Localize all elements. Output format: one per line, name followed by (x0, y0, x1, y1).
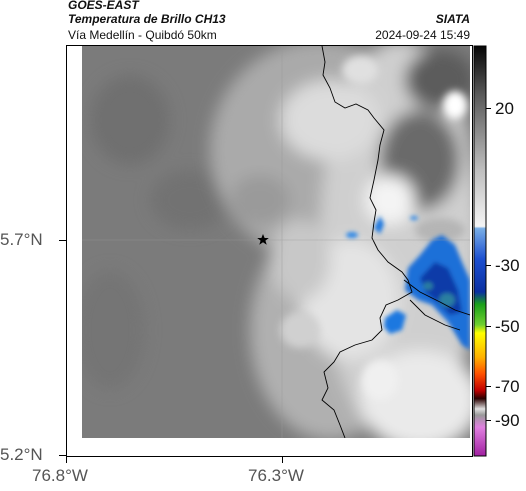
cloud-detail (280, 56, 467, 400)
colorbar-tick-label: -90 (495, 411, 520, 430)
colorbar-tick-label: 20 (495, 99, 514, 118)
cloud-field (210, 46, 470, 438)
colorbar-tick-mark (486, 108, 491, 109)
colorbar-tick-mark (486, 420, 491, 421)
lat-tick-label: 5.2°N (0, 445, 43, 464)
colorbar-tick-mark (486, 386, 491, 387)
datetime-label: 2024-09-24 15:49 (375, 28, 470, 42)
lat-tick-mark (59, 240, 66, 241)
colorbar-tick-mark (486, 326, 491, 327)
satellite-title: GOES-EAST (68, 0, 139, 12)
colorbar-tick-label: -30 (495, 256, 520, 275)
cold-cloud-tops (346, 216, 470, 350)
colorbar-tick-mark (486, 265, 491, 266)
agency-label: SIATA (435, 12, 470, 26)
dark-gray-patches (82, 75, 230, 390)
lat-tick-mark (59, 455, 66, 456)
region-subtitle: Vía Medellín - Quibdó 50km (68, 28, 217, 42)
lon-tick-mark (282, 456, 283, 463)
colorbar-tick-label: -70 (495, 377, 520, 396)
lon-tick-label: 76.3°W (248, 466, 304, 485)
lon-tick-label: 76.8°W (32, 466, 88, 485)
colorbar-tick-label: -50 (495, 317, 520, 336)
star-marker (257, 234, 269, 245)
lon-tick-mark (66, 456, 67, 463)
graticule (82, 46, 470, 438)
lat-tick-label: 5.7°N (0, 230, 43, 249)
colorbar (473, 45, 487, 457)
product-title: Temperatura de Brillo CH13 (68, 12, 226, 26)
coastline (321, 46, 470, 438)
map-frame (66, 45, 473, 457)
